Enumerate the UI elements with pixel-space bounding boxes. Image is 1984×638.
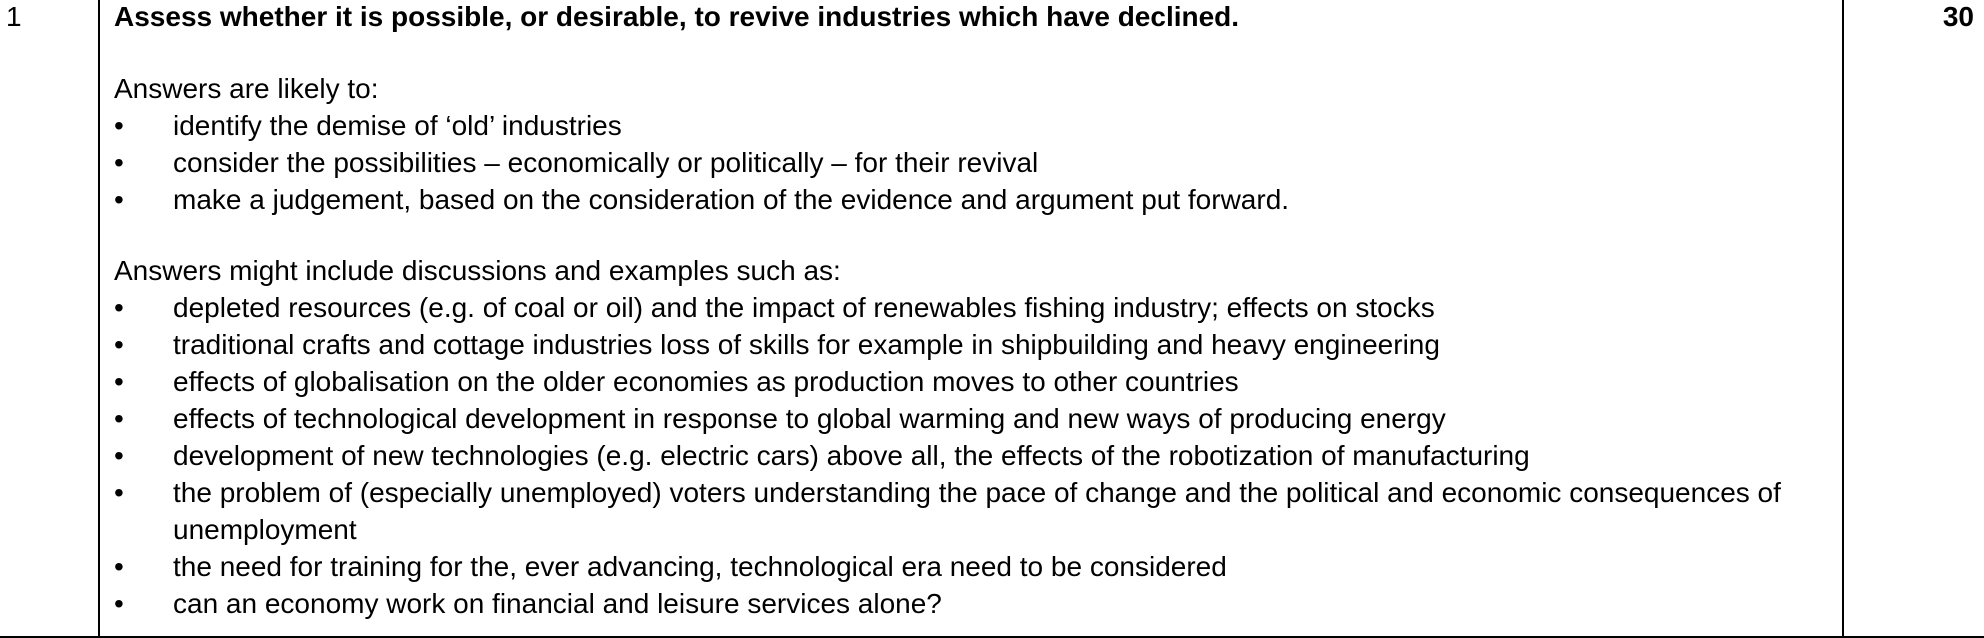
marks-value: 30 — [1942, 1, 1974, 32]
question-text: Assess whether it is possible, or desira… — [114, 1, 1240, 32]
list-item: effects of globalisation on the older ec… — [114, 363, 1834, 400]
likely-answers-intro: Answers are likely to: — [114, 73, 379, 104]
example-answers-list: depleted resources (e.g. of coal or oil)… — [114, 289, 1834, 622]
answer-guidance-cell: Assess whether it is possible, or desira… — [100, 0, 1842, 638]
answer-guidance: Assess whether it is possible, or desira… — [114, 1, 1834, 622]
list-item: effects of technological development in … — [114, 400, 1834, 437]
list-item: make a judgement, based on the considera… — [114, 181, 1834, 218]
list-item: the need for training for the, ever adva… — [114, 548, 1834, 585]
question-number: 1 — [6, 1, 22, 32]
list-item: depleted resources (e.g. of coal or oil)… — [114, 289, 1834, 326]
list-item: development of new technologies (e.g. el… — [114, 437, 1834, 474]
list-item: traditional crafts and cottage industrie… — [114, 326, 1834, 363]
marks-cell: 30 — [1842, 0, 1984, 638]
list-item: can an economy work on financial and lei… — [114, 585, 1834, 622]
question-number-cell: 1 — [0, 0, 100, 638]
example-answers-intro: Answers might include discussions and ex… — [114, 255, 841, 286]
list-item: the problem of (especially unemployed) v… — [114, 474, 1834, 548]
list-item: identify the demise of ‘old’ industries — [114, 107, 1834, 144]
list-item: consider the possibilities – economicall… — [114, 144, 1834, 181]
likely-answers-list: identify the demise of ‘old’ industries … — [114, 107, 1834, 218]
